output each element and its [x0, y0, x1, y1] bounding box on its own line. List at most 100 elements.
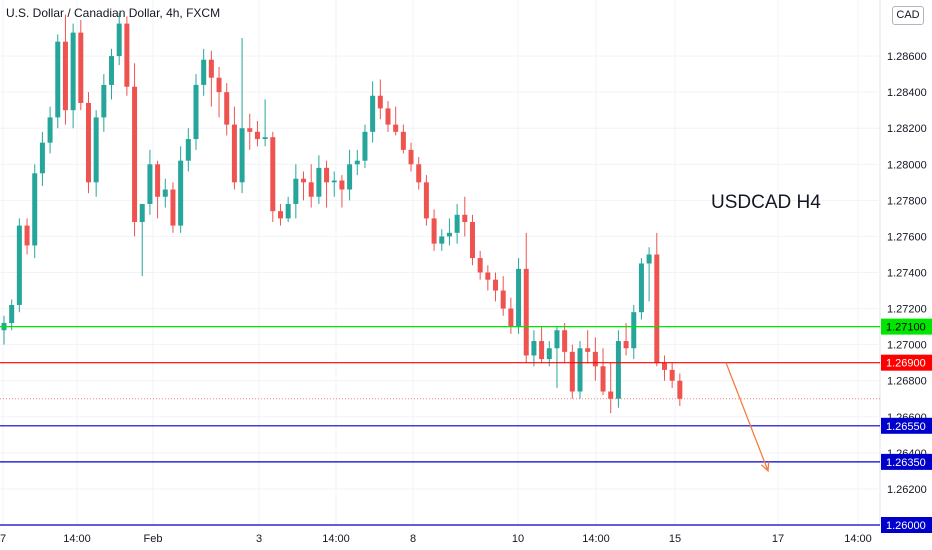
- candle-body: [155, 164, 161, 197]
- price-tick-label: 1.26200: [887, 484, 927, 496]
- candle-down: [301, 171, 307, 201]
- candle-body: [377, 95, 383, 109]
- candle-down: [493, 272, 499, 302]
- candle-body: [354, 160, 360, 165]
- candle-up: [1, 315, 7, 345]
- candle-body: [32, 173, 38, 246]
- level-price-box: [881, 354, 932, 371]
- price-tick-label: 1.26800: [887, 376, 927, 388]
- candle-body: [132, 86, 138, 222]
- time-tick-label: 14:00: [322, 533, 350, 545]
- candle-body: [508, 308, 514, 327]
- candle-down: [600, 348, 606, 396]
- candle-body: [16, 225, 22, 305]
- candle-up: [147, 149, 153, 215]
- level-price-label: 1.26900: [886, 358, 926, 370]
- candle-body: [562, 330, 568, 352]
- candle-body: [347, 164, 353, 190]
- candle-body: [600, 366, 606, 392]
- candle-body: [539, 341, 545, 360]
- candle-down: [654, 232, 660, 367]
- candle-body: [462, 214, 468, 222]
- candle-body: [339, 180, 345, 190]
- candle-up: [39, 131, 45, 186]
- candle-up: [16, 218, 22, 313]
- candle-body: [500, 290, 506, 309]
- candle-down: [224, 83, 230, 136]
- candle-down: [170, 182, 176, 233]
- candle-body: [193, 84, 199, 140]
- candle-up: [178, 146, 184, 233]
- candle-up: [638, 258, 644, 320]
- time-tick-label: 14:00: [582, 533, 610, 545]
- time-tick-label: 14:00: [63, 533, 91, 545]
- chart-grid: [0, 0, 881, 526]
- candle-body: [677, 380, 683, 399]
- level-price-box: [881, 318, 932, 335]
- candle-body: [400, 131, 406, 150]
- candle-body: [70, 32, 76, 111]
- candle-up: [370, 81, 376, 143]
- currency-badge[interactable]: CAD: [892, 6, 924, 25]
- time-tick-label: 8: [410, 533, 416, 545]
- candle-up: [262, 99, 268, 147]
- candle-body: [608, 391, 614, 399]
- candle-down: [431, 209, 437, 251]
- candle-up: [109, 48, 115, 100]
- candle-down: [508, 297, 514, 334]
- candle-down: [608, 362, 614, 414]
- candle-down: [485, 265, 491, 291]
- candle-down: [308, 164, 314, 208]
- candle-body: [277, 211, 283, 219]
- projection-arrow: [725, 362, 770, 473]
- candle-body: [24, 225, 30, 246]
- candle-body: [308, 182, 314, 197]
- price-tick-label: 1.27000: [887, 340, 927, 352]
- candle-up: [32, 164, 38, 259]
- candle-down: [677, 373, 683, 406]
- price-axis[interactable]: 1.28600 1.28400 1.28200 1.28000 1.27800 1.276…: [881, 51, 932, 533]
- candle-body: [554, 330, 560, 349]
- candle-up: [293, 164, 299, 219]
- candle-down: [324, 160, 330, 208]
- candle-body: [262, 137, 268, 140]
- candle-up: [162, 178, 168, 208]
- time-tick-label: 17: [772, 533, 784, 545]
- candle-up: [354, 149, 360, 176]
- candle-up: [554, 326, 560, 388]
- candle-body: [39, 142, 45, 174]
- candle-body: [224, 92, 230, 125]
- time-tick-label: 14:00: [844, 533, 872, 545]
- candle-down: [270, 131, 276, 222]
- candle-body: [324, 167, 330, 183]
- candle-body: [109, 56, 115, 85]
- chart-title: U.S. Dollar / Canadian Dollar, 4h, FXCM: [6, 6, 221, 20]
- candle-up: [239, 38, 245, 194]
- candle-body: [661, 362, 667, 370]
- candle-body: [493, 279, 499, 291]
- candle-body: [331, 180, 337, 183]
- candle-body: [615, 341, 621, 399]
- candle-up: [546, 341, 552, 367]
- candle-body: [523, 268, 529, 356]
- candle-up: [47, 106, 53, 154]
- candle-down: [78, 20, 84, 111]
- arrow-head: [760, 461, 770, 473]
- price-tick-label: 1.27800: [887, 195, 927, 207]
- candle-down: [377, 79, 383, 120]
- candle-body: [93, 117, 99, 183]
- candle-body: [569, 351, 575, 392]
- candle-body: [147, 164, 153, 204]
- candle-body: [316, 167, 322, 197]
- candle-down: [623, 323, 629, 356]
- candle-body: [216, 77, 222, 93]
- candle-body: [185, 139, 191, 161]
- arrow-shaft[interactable]: [725, 362, 769, 472]
- time-axis[interactable]: 7 14:00 Feb 3 14:00 8 10 14:00 15 17 14:00: [0, 533, 872, 545]
- candle-body: [577, 348, 583, 392]
- candle-body: [239, 128, 245, 183]
- candle-down: [408, 142, 414, 172]
- candle-down: [500, 276, 506, 316]
- candle-body: [454, 214, 460, 233]
